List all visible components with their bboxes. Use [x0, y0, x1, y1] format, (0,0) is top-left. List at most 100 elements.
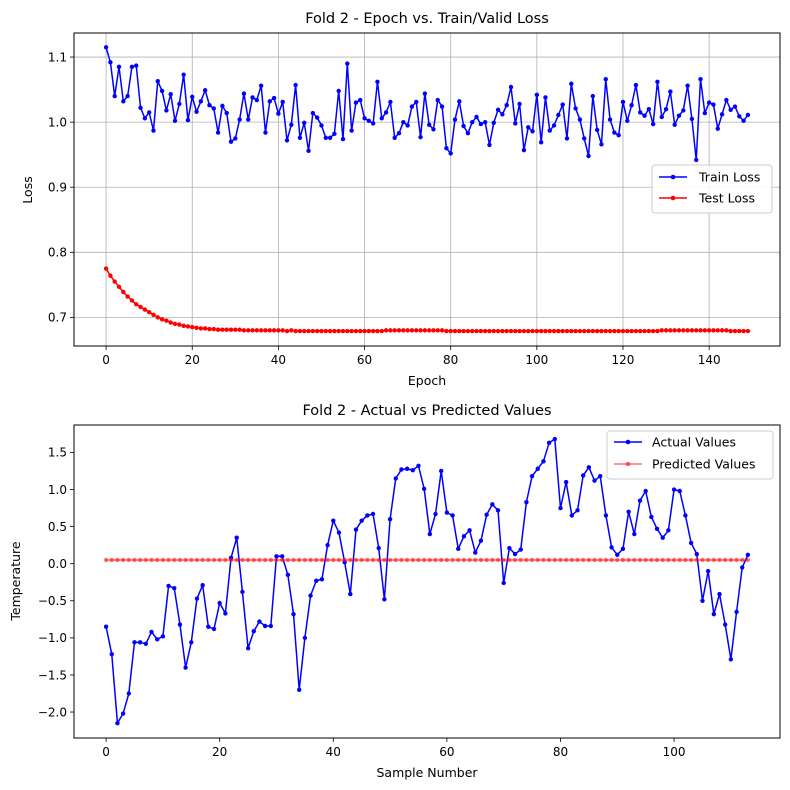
data-point-predicted-values — [586, 557, 592, 563]
data-point-train-loss — [689, 116, 695, 122]
chart1-x-tick-label: 80 — [443, 353, 458, 367]
data-point-train-loss — [422, 91, 428, 96]
data-point-predicted-values — [501, 557, 506, 563]
data-point-predicted-values — [745, 557, 751, 563]
data-point-test-loss — [172, 321, 178, 327]
data-point-actual-values — [353, 527, 359, 532]
data-point-actual-values — [467, 528, 472, 533]
data-point-actual-values — [319, 577, 325, 582]
chart1-series — [103, 45, 751, 334]
data-point-train-loss — [521, 147, 527, 153]
data-point-actual-values — [274, 554, 279, 559]
data-point-actual-values — [490, 502, 495, 507]
data-point-train-loss — [289, 122, 294, 127]
data-point-actual-values — [700, 598, 705, 603]
data-point-test-loss — [246, 328, 251, 333]
data-point-train-loss — [366, 118, 372, 124]
data-point-actual-values — [518, 547, 523, 552]
chart1-x-tick-label: 120 — [612, 353, 635, 367]
data-point-train-loss — [405, 123, 410, 128]
data-point-train-loss — [129, 64, 135, 70]
data-point-test-loss — [439, 328, 445, 333]
data-point-predicted-values — [297, 557, 302, 563]
data-point-actual-values — [387, 517, 393, 522]
data-point-test-loss — [737, 328, 742, 334]
data-point-predicted-values — [336, 557, 342, 563]
data-point-predicted-values — [155, 557, 160, 563]
data-point-test-loss — [108, 273, 113, 278]
data-point-actual-values — [194, 596, 200, 601]
data-point-actual-values — [603, 513, 609, 518]
data-point-actual-values — [115, 720, 120, 726]
data-point-test-loss — [345, 328, 350, 334]
data-point-actual-values — [399, 467, 404, 472]
data-point-train-loss — [457, 99, 462, 104]
data-point-test-loss — [607, 328, 613, 334]
data-point-predicted-values — [115, 557, 120, 563]
data-point-actual-values — [155, 637, 160, 642]
data-point-test-loss — [194, 325, 199, 330]
data-point-train-loss — [233, 136, 238, 141]
data-point-predicted-values — [223, 557, 228, 563]
data-point-predicted-values — [126, 557, 132, 563]
data-point-test-loss — [500, 328, 505, 334]
data-point-train-loss — [620, 99, 626, 105]
data-point-predicted-values — [740, 557, 745, 563]
data-point-test-loss — [668, 328, 673, 333]
data-point-predicted-values — [632, 557, 637, 563]
data-point-predicted-values — [563, 557, 569, 563]
data-point-test-loss — [129, 298, 135, 303]
data-point-test-loss — [551, 328, 557, 334]
data-point-test-loss — [349, 328, 354, 334]
data-point-actual-values — [558, 505, 563, 511]
data-point-test-loss — [586, 328, 591, 334]
data-point-test-loss — [724, 328, 729, 333]
data-point-train-loss — [538, 140, 544, 145]
data-point-train-loss — [560, 102, 565, 107]
data-point-predicted-values — [137, 557, 143, 563]
data-point-test-loss — [336, 328, 341, 334]
data-point-predicted-values — [456, 557, 461, 563]
data-point-test-loss — [698, 328, 703, 333]
data-point-actual-values — [745, 552, 751, 557]
data-point-train-loss — [638, 110, 643, 115]
data-point-predicted-values — [467, 557, 472, 563]
data-point-actual-values — [132, 640, 137, 645]
data-point-train-loss — [414, 99, 419, 105]
data-point-predicted-values — [461, 557, 467, 563]
data-point-test-loss — [314, 328, 320, 334]
data-point-actual-values — [308, 593, 313, 598]
chart2-y-tick-label: −1.5 — [38, 668, 67, 682]
data-point-test-loss — [254, 328, 260, 333]
data-point-test-loss — [638, 328, 643, 334]
data-point-actual-values — [348, 591, 353, 597]
data-point-predicted-values — [166, 557, 171, 563]
data-point-actual-values — [461, 534, 467, 539]
data-point-test-loss — [521, 328, 527, 334]
data-point-actual-values — [177, 622, 183, 627]
data-point-actual-values — [365, 513, 370, 518]
data-point-predicted-values — [399, 557, 404, 563]
data-point-actual-values — [524, 499, 529, 505]
data-point-actual-values — [109, 651, 114, 657]
data-point-train-loss — [220, 103, 225, 109]
data-point-train-loss — [310, 110, 316, 116]
data-point-train-loss — [246, 117, 251, 122]
data-point-actual-values — [297, 687, 302, 692]
data-point-predicted-values — [319, 557, 325, 563]
data-point-predicted-values — [143, 557, 149, 563]
data-point-test-loss — [168, 320, 173, 325]
data-point-train-loss — [681, 108, 686, 113]
data-point-train-loss — [625, 118, 630, 124]
data-point-test-loss — [728, 328, 733, 334]
data-point-predicted-values — [439, 557, 444, 563]
chart2-x-ticks: 0 20 40 60 80 100 — [102, 738, 686, 759]
data-point-test-loss — [603, 328, 608, 334]
data-point-test-loss — [215, 327, 221, 332]
data-point-test-loss — [556, 328, 561, 334]
data-point-test-loss — [181, 323, 186, 329]
data-point-predicted-values — [603, 557, 609, 563]
data-point-actual-values — [450, 513, 455, 518]
data-point-test-loss — [319, 328, 324, 334]
data-point-predicted-values — [211, 557, 217, 563]
